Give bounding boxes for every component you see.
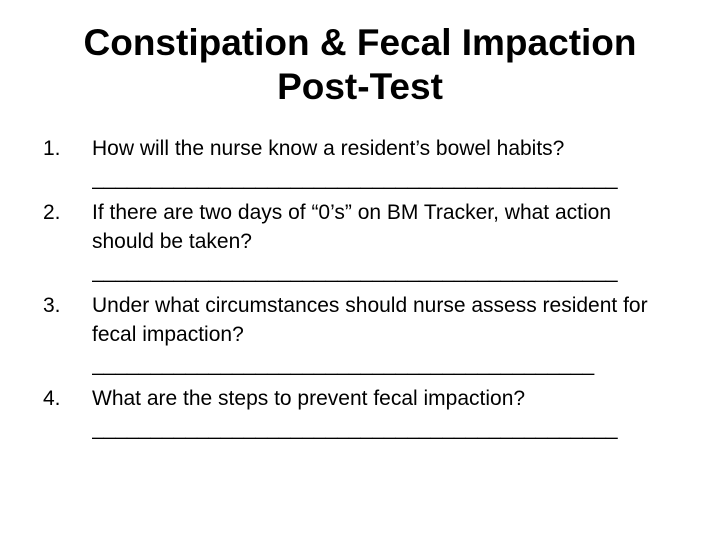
answer-blank-line: ________________________________________…	[92, 353, 595, 376]
question-number: 4.	[43, 387, 61, 410]
question-item-2: 2. If there are two days of “0’s” on BM …	[43, 198, 710, 286]
slide-title: Constipation & Fecal Impaction Post-Test	[0, 21, 720, 109]
question-body: Under what circumstances should nurse as…	[92, 291, 710, 379]
question-item-4: 4. What are the steps to prevent fecal i…	[43, 384, 710, 443]
slide-title-line-2: Post-Test	[277, 66, 443, 107]
slide-title-line-1: Constipation & Fecal Impaction	[83, 22, 637, 63]
answer-blank-line: ________________________________________…	[92, 167, 618, 190]
question-number: 1.	[43, 137, 61, 160]
answer-blank-line: ________________________________________…	[92, 260, 618, 283]
question-number: 2.	[43, 201, 61, 224]
question-number: 3.	[43, 294, 61, 317]
question-list: 1. How will the nurse know a resident’s …	[0, 134, 720, 443]
question-body: How will the nurse know a resident’s bow…	[92, 134, 710, 193]
question-text: Under what circumstances should nurse as…	[92, 294, 648, 346]
question-body: What are the steps to prevent fecal impa…	[92, 384, 710, 443]
question-item-3: 3. Under what circumstances should nurse…	[43, 291, 710, 379]
question-body: If there are two days of “0’s” on BM Tra…	[92, 198, 710, 286]
question-text: If there are two days of “0’s” on BM Tra…	[92, 201, 612, 253]
question-text: What are the steps to prevent fecal impa…	[92, 387, 526, 410]
answer-blank-line: ________________________________________…	[92, 417, 618, 440]
question-item-1: 1. How will the nurse know a resident’s …	[43, 134, 710, 193]
question-text: How will the nurse know a resident’s bow…	[92, 137, 565, 160]
